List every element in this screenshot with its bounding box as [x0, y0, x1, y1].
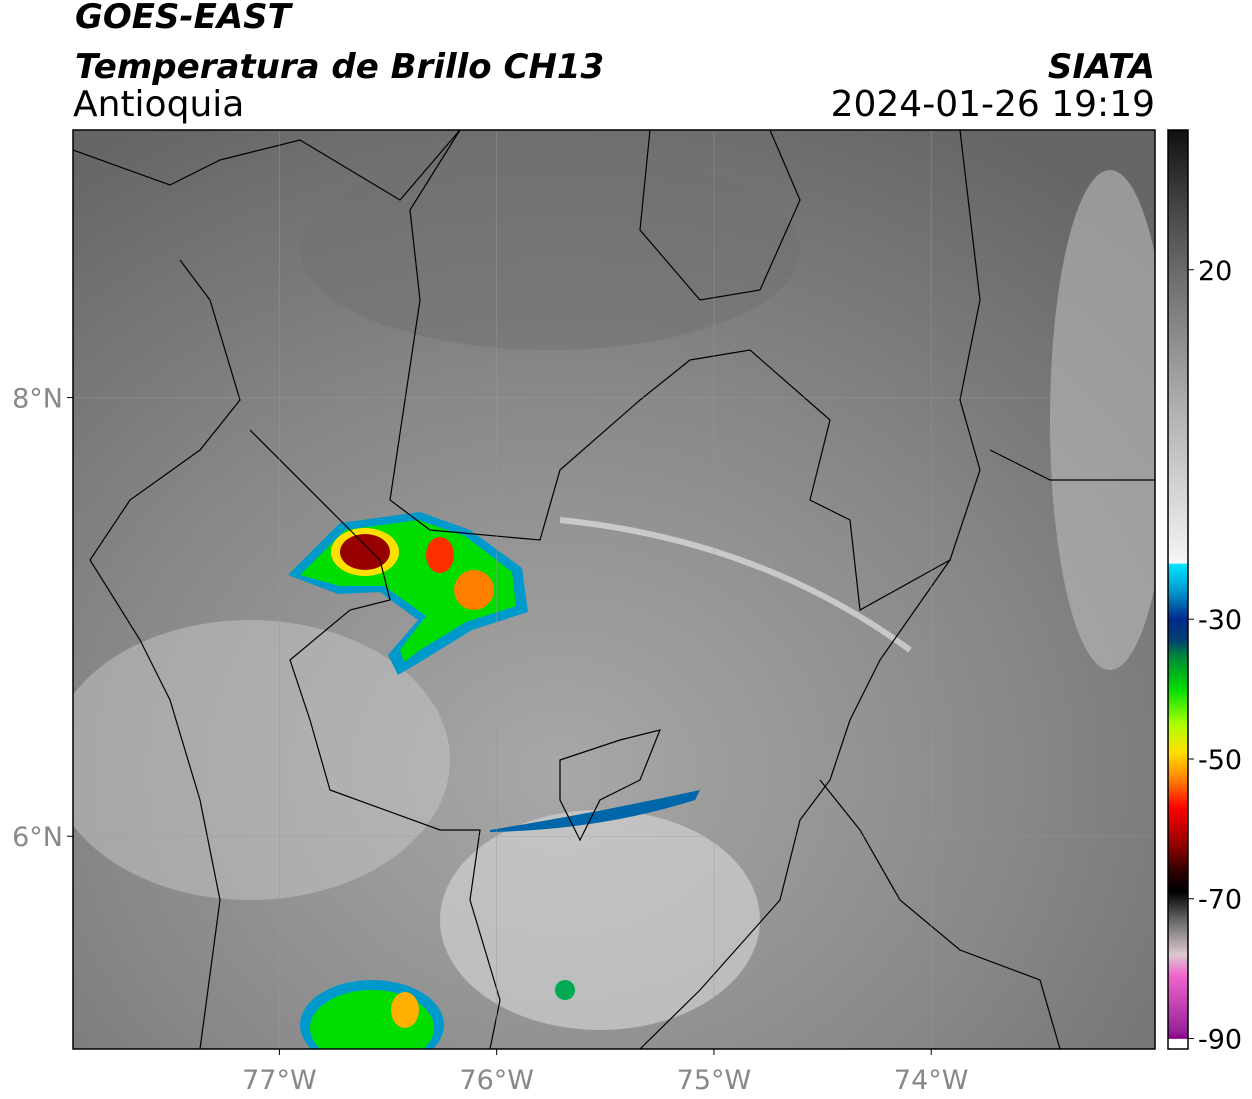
- colorbar-tick-label: -30: [1198, 605, 1242, 636]
- colorbar-tick-label: -50: [1198, 745, 1242, 776]
- colorbar-tick-label: -70: [1198, 885, 1242, 916]
- source: SIATA: [1048, 47, 1155, 87]
- datetime: 2024-01-26 19:19: [831, 84, 1155, 125]
- x-tick-label: 74°W: [894, 1065, 969, 1096]
- map-image: [73, 130, 1155, 1049]
- subtitle: Temperatura de Brillo CH13: [75, 47, 604, 87]
- colorbar: [1167, 129, 1189, 1050]
- x-tick-label: 77°W: [242, 1065, 317, 1096]
- grid: [73, 130, 1155, 1049]
- x-tick-label: 76°W: [459, 1065, 534, 1096]
- y-tick-label: 6°N: [12, 822, 63, 853]
- colorbar-tick-label: -90: [1198, 1025, 1242, 1056]
- region: Antioquia: [73, 84, 244, 125]
- x-tick-label: 75°W: [677, 1065, 752, 1096]
- y-tick-label: 8°N: [12, 384, 63, 415]
- colorbar-tick-label: 20: [1198, 256, 1232, 287]
- map-frame: [72, 129, 1156, 1050]
- title: GOES-EAST: [75, 0, 294, 37]
